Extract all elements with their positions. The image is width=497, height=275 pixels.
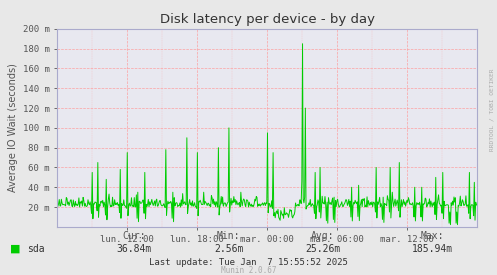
Text: Max:: Max:: [420, 231, 444, 241]
Y-axis label: Average IO Wait (seconds): Average IO Wait (seconds): [8, 64, 18, 192]
Text: Cur:: Cur:: [122, 231, 146, 241]
Text: Munin 2.0.67: Munin 2.0.67: [221, 266, 276, 275]
Text: Min:: Min:: [217, 231, 241, 241]
Text: RRDTOOL / TOBI OETIKER: RRDTOOL / TOBI OETIKER: [490, 69, 495, 151]
Text: ■: ■: [10, 244, 20, 254]
Text: 25.26m: 25.26m: [306, 244, 340, 254]
Text: 36.84m: 36.84m: [117, 244, 152, 254]
Title: Disk latency per device - by day: Disk latency per device - by day: [160, 13, 375, 26]
Text: sda: sda: [27, 244, 45, 254]
Text: 2.56m: 2.56m: [214, 244, 244, 254]
Text: Last update: Tue Jan  7 15:55:52 2025: Last update: Tue Jan 7 15:55:52 2025: [149, 258, 348, 266]
Text: 185.94m: 185.94m: [412, 244, 453, 254]
Text: Avg:: Avg:: [311, 231, 335, 241]
